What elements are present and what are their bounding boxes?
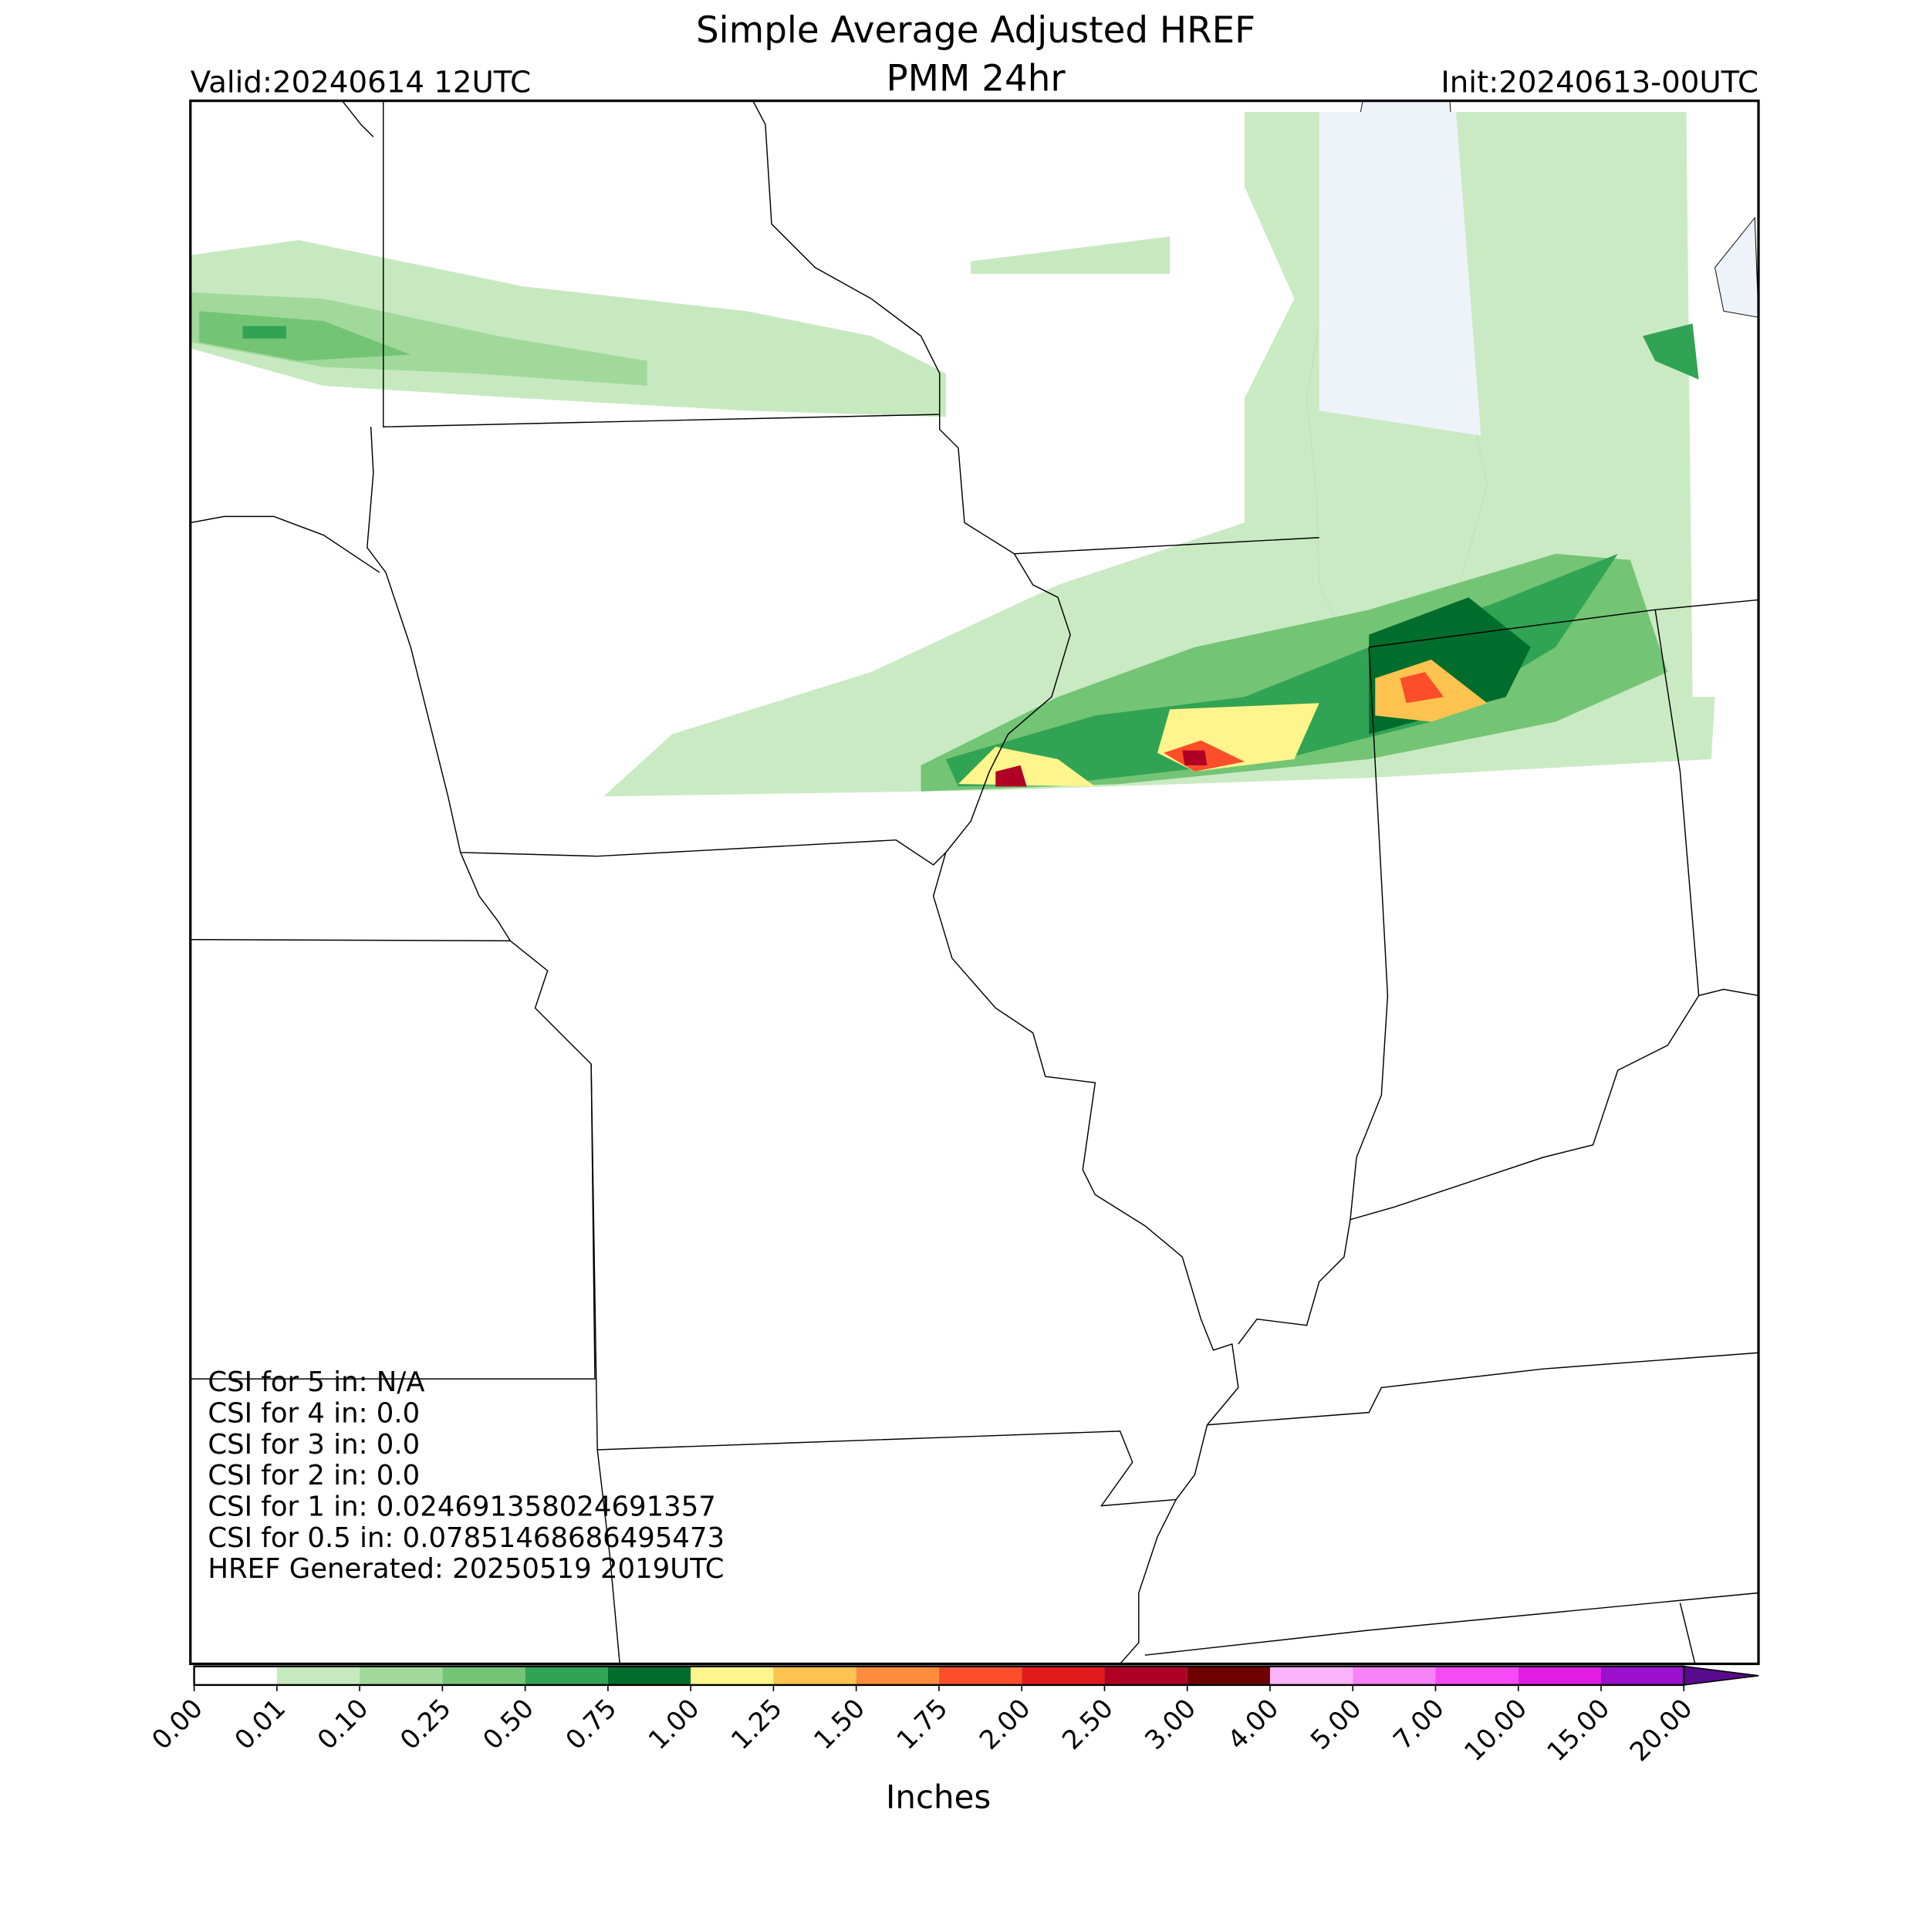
title: Simple Average Adjusted HREF xyxy=(696,10,1255,52)
valid-time: Valid:20240614 12UTC xyxy=(191,65,531,100)
colorbar-tick-label: 0.75 xyxy=(560,1693,623,1755)
colorbar-tick-label: 10.00 xyxy=(1458,1693,1532,1767)
colorbar-segment xyxy=(1104,1666,1187,1685)
colorbar-segment xyxy=(607,1666,691,1685)
colorbar-segment xyxy=(442,1666,525,1685)
map xyxy=(190,100,1759,1664)
colorbar-tick-label: 5.00 xyxy=(1305,1693,1367,1755)
init-time: Init:20240613-00UTC xyxy=(1441,65,1758,100)
colorbar-segment xyxy=(1353,1666,1436,1685)
colorbar-tick-label: 1.50 xyxy=(808,1693,870,1755)
stat-line: CSI for 3 in: 0.0 xyxy=(208,1429,420,1461)
state-borders xyxy=(190,100,1759,1664)
precip xyxy=(190,112,1715,797)
colorbar-tick-label: 4.00 xyxy=(1222,1693,1285,1755)
colorbar-tick-label: 2.50 xyxy=(1056,1693,1119,1755)
colorbar-tick-label: 0.25 xyxy=(394,1693,457,1755)
map-frame xyxy=(189,100,1760,1666)
colorbar-segment xyxy=(1435,1666,1519,1685)
colorbar-segment xyxy=(360,1666,443,1685)
colorbar-label: Inches xyxy=(886,1778,991,1816)
colorbar-segment xyxy=(1269,1666,1353,1685)
colorbar-segment xyxy=(1187,1666,1270,1685)
colorbar-segment xyxy=(773,1666,856,1685)
stat-line: CSI for 4 in: 0.0 xyxy=(208,1398,420,1430)
subtitle: PMM 24hr xyxy=(886,59,1066,100)
colorbar-tick-label: 1.75 xyxy=(891,1693,954,1755)
colorbar-tick-label: 15.00 xyxy=(1541,1693,1615,1767)
colorbar-tick-label: 3.00 xyxy=(1139,1693,1201,1755)
colorbar-tick-label: 2.00 xyxy=(974,1693,1036,1755)
colorbar-segment xyxy=(1022,1666,1105,1685)
colorbar-tick-label: 20.00 xyxy=(1624,1693,1698,1767)
stat-line: CSI for 1 in: 0.024691358024691357 xyxy=(208,1491,716,1523)
colorbar-segment xyxy=(276,1666,360,1685)
colorbar-outline xyxy=(193,1665,1685,1687)
colorbar-tick-label: 7.00 xyxy=(1387,1693,1450,1755)
colorbar-segment xyxy=(525,1666,608,1685)
colorbar: 0.00 0.01 0.10 0.25 0.50 0.75 1.00 1.25 1.50 1.75… xyxy=(146,1665,1759,1767)
stat-line: HREF Generated: 20250519 2019UTC xyxy=(208,1553,724,1585)
colorbar-tick-label: 0.10 xyxy=(312,1693,374,1755)
lake xyxy=(1714,216,1759,318)
colorbar-segment xyxy=(1601,1666,1684,1685)
colorbar-segment xyxy=(1518,1666,1601,1685)
colorbar-segment xyxy=(938,1666,1022,1685)
colorbar-segment xyxy=(856,1666,939,1685)
colorbar-segment xyxy=(691,1666,774,1685)
colorbar-tick-label: 1.25 xyxy=(725,1693,788,1755)
colorbar-tick-label: 1.00 xyxy=(643,1693,705,1755)
stat-line: CSI for 2 in: 0.0 xyxy=(208,1460,420,1491)
colorbar-segment xyxy=(194,1666,277,1685)
colorbar-tick-label: 0.00 xyxy=(146,1693,208,1755)
colorbar-extend xyxy=(1683,1665,1759,1686)
stat-line: CSI for 0.5 in: 0.07851468686495473 xyxy=(208,1522,725,1554)
colorbar-tick-label: 0.50 xyxy=(477,1693,539,1755)
colorbar-tick-label: 0.01 xyxy=(229,1693,292,1755)
stat-line: CSI for 5 in: N/A xyxy=(208,1366,424,1398)
